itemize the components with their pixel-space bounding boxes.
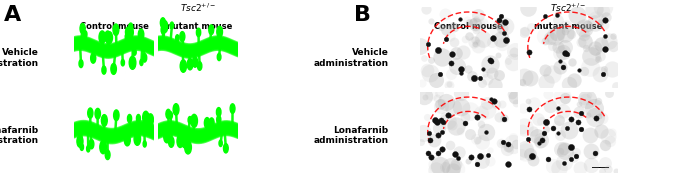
Bar	[592, 167, 609, 168]
Circle shape	[193, 57, 197, 67]
Circle shape	[166, 109, 171, 119]
Circle shape	[223, 144, 228, 153]
Text: Lonafarnib
administration: Lonafarnib administration	[314, 126, 389, 146]
Circle shape	[180, 32, 185, 41]
Circle shape	[204, 118, 210, 128]
Circle shape	[78, 137, 81, 144]
Circle shape	[101, 143, 105, 151]
Circle shape	[100, 141, 106, 154]
Circle shape	[169, 137, 174, 147]
Circle shape	[170, 22, 174, 29]
Circle shape	[127, 114, 132, 123]
Circle shape	[219, 140, 223, 147]
Circle shape	[176, 35, 179, 42]
Circle shape	[140, 59, 143, 66]
Circle shape	[113, 110, 119, 121]
Text: $\mathit{Tsc2}^{+/-}$: $\mathit{Tsc2}^{+/-}$	[550, 2, 587, 14]
Circle shape	[188, 117, 192, 124]
Circle shape	[127, 31, 131, 39]
Circle shape	[161, 26, 165, 34]
Text: Vehicle
administration: Vehicle administration	[314, 48, 389, 68]
Circle shape	[102, 66, 106, 74]
Circle shape	[105, 31, 111, 43]
Circle shape	[77, 135, 83, 147]
Circle shape	[197, 62, 202, 70]
Circle shape	[217, 115, 221, 124]
Text: $\mathit{Tsc2}^{+/-}$: $\mathit{Tsc2}^{+/-}$	[180, 2, 216, 14]
Circle shape	[79, 60, 83, 68]
Circle shape	[139, 29, 143, 40]
Circle shape	[95, 108, 100, 119]
Circle shape	[160, 18, 165, 28]
Circle shape	[113, 24, 119, 35]
Circle shape	[133, 49, 136, 55]
Circle shape	[121, 59, 125, 66]
Circle shape	[91, 53, 96, 63]
Circle shape	[169, 112, 172, 119]
Circle shape	[197, 28, 201, 37]
Text: A: A	[4, 5, 21, 25]
Circle shape	[173, 104, 179, 115]
Circle shape	[88, 108, 93, 118]
Circle shape	[125, 34, 128, 40]
Circle shape	[129, 23, 133, 31]
Circle shape	[177, 135, 183, 148]
Circle shape	[127, 26, 133, 39]
Text: Control mouse: Control mouse	[80, 22, 148, 31]
Circle shape	[148, 114, 153, 126]
Circle shape	[144, 113, 150, 127]
Circle shape	[216, 108, 221, 117]
Text: Vehicle
administration: Vehicle administration	[0, 48, 38, 68]
Circle shape	[230, 104, 235, 113]
Circle shape	[209, 25, 214, 35]
Circle shape	[143, 141, 146, 147]
Circle shape	[217, 53, 221, 61]
Text: B: B	[354, 5, 370, 25]
Circle shape	[180, 60, 186, 72]
Circle shape	[130, 56, 136, 69]
Circle shape	[125, 27, 130, 37]
Circle shape	[185, 141, 191, 154]
Circle shape	[105, 150, 110, 160]
Circle shape	[191, 114, 197, 127]
Text: Lonafarnib
administration: Lonafarnib administration	[0, 126, 38, 146]
Circle shape	[89, 139, 94, 149]
Circle shape	[136, 114, 141, 122]
Circle shape	[217, 26, 223, 37]
Circle shape	[106, 32, 113, 43]
Circle shape	[162, 20, 168, 33]
Circle shape	[80, 24, 85, 34]
Circle shape	[125, 134, 130, 146]
Text: Control mouse: Control mouse	[434, 22, 503, 31]
Circle shape	[143, 111, 149, 124]
Circle shape	[142, 54, 147, 62]
Circle shape	[99, 31, 106, 44]
Circle shape	[134, 132, 141, 145]
Circle shape	[209, 118, 214, 128]
Circle shape	[80, 144, 83, 150]
Circle shape	[181, 135, 188, 148]
Circle shape	[111, 64, 116, 74]
Circle shape	[102, 115, 107, 126]
Circle shape	[87, 146, 90, 152]
Circle shape	[83, 31, 87, 38]
Circle shape	[164, 131, 170, 143]
Bar	[220, 167, 236, 168]
Text: mutant mouse: mutant mouse	[164, 22, 232, 31]
Text: mutant mouse: mutant mouse	[534, 22, 603, 31]
Circle shape	[187, 59, 193, 70]
